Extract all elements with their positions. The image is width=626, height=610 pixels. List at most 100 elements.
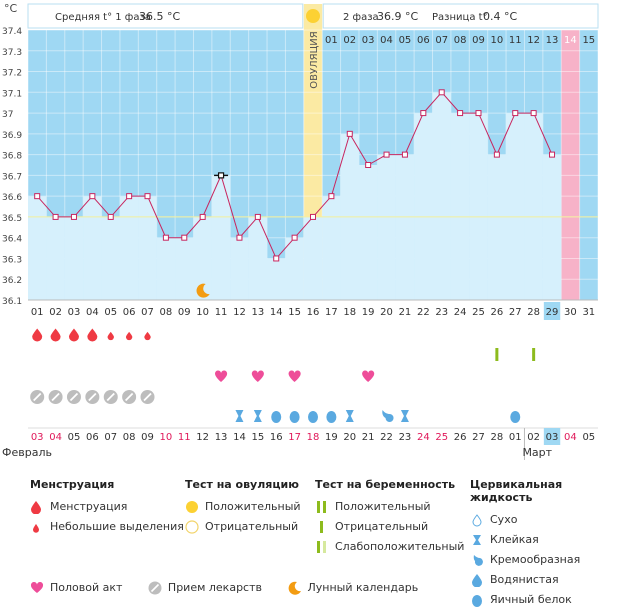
cycle-day-label: 15 — [288, 307, 301, 318]
pill-icon-stroke — [69, 392, 79, 402]
cycle-day-label: 16 — [307, 307, 320, 318]
cycle-day-label: 10 — [196, 307, 209, 318]
phase2-day-label: 09 — [472, 35, 485, 46]
pregnancy-test-icon — [532, 348, 536, 361]
cycle-day-label: 06 — [123, 307, 136, 318]
y-tick-label: 36.3 — [2, 255, 22, 265]
cycle-day-label: 28 — [527, 307, 540, 318]
cycle-day-label: 05 — [104, 307, 117, 318]
calendar-date-label: 04 — [49, 432, 62, 443]
temperature-bar — [138, 196, 157, 300]
cycle-day-label: 31 — [582, 307, 595, 318]
calendar-date-label: 04 — [564, 432, 577, 443]
temperature-point — [52, 213, 59, 220]
legend-cervical-egg: Яичный белок — [470, 590, 626, 610]
temperature-bar — [414, 113, 433, 300]
legend-label: Кремообразная — [490, 553, 581, 566]
legend-menstruation-title: Менструация — [30, 478, 115, 491]
temperature-point — [162, 234, 169, 241]
temperature-bar — [377, 154, 396, 300]
cycle-day-label: 17 — [325, 307, 338, 318]
heart-icon — [288, 370, 301, 382]
phase2-day-label: 04 — [380, 35, 393, 46]
calendar-date-label: 14 — [233, 432, 246, 443]
phase2-day-label: 07 — [435, 35, 448, 46]
legend-label: Водянистая — [490, 573, 559, 586]
menstruation-drop-icon — [68, 328, 79, 342]
heart-icon — [362, 370, 375, 382]
temperature-bar — [487, 154, 507, 300]
pill-icon-stroke — [51, 392, 60, 402]
empty-circle-icon — [185, 520, 199, 534]
drop-icon — [31, 501, 41, 514]
calendar-date-label: 23 — [399, 432, 412, 443]
cycle-day-label: 18 — [343, 307, 356, 318]
egg-white-fluid-icon — [510, 411, 521, 423]
calendar-date-label: 22 — [380, 432, 393, 443]
temperature-bar — [28, 196, 47, 300]
calendar-date-label: 24 — [417, 432, 430, 443]
temperature-point — [181, 234, 188, 241]
temperature-point — [254, 213, 261, 220]
phase1-header-box — [27, 3, 304, 29]
y-tick-label: 36.7 — [2, 172, 22, 182]
temperature-bar — [285, 237, 304, 300]
cycle-day-label: 09 — [178, 307, 191, 318]
calendar-date-label: 03 — [31, 432, 44, 443]
phase2-day-label: 08 — [454, 35, 467, 46]
legend-label: Положительный — [205, 500, 301, 513]
phase2-day-label: 10 — [491, 35, 504, 46]
temperature-point — [34, 193, 41, 200]
y-tick-label: 36.4 — [2, 235, 22, 245]
pill-icon-stroke — [143, 392, 152, 402]
legend-moon: Лунный календарь — [288, 578, 418, 598]
temperature-point — [217, 172, 225, 179]
temperature-bar — [64, 216, 84, 300]
temperature-bar — [211, 175, 231, 300]
calendar-date-label: 25 — [435, 432, 448, 443]
temperature-point — [346, 130, 353, 137]
phase2-day-label: 05 — [399, 35, 412, 46]
calendar-date-label: 05 — [68, 432, 81, 443]
pill-icon-stroke — [106, 392, 115, 402]
legend-pregnancy-negative: Отрицательный — [315, 517, 464, 537]
legend-menstruation-heavy: Менструация — [30, 497, 184, 517]
calendar-date-label: 12 — [196, 432, 209, 443]
legend-cervical-watery: Водянистая — [470, 570, 626, 590]
cycle-day-label: 24 — [454, 307, 467, 318]
cycle-day-label: 13 — [251, 307, 264, 318]
cycle-day-label: 02 — [49, 307, 62, 318]
legend-menstruation: Менструация Менструация Небольшие выделе… — [30, 478, 184, 537]
egg-white-fluid-icon — [326, 411, 337, 423]
sticky-fluid-icon — [345, 410, 354, 422]
legend-ovulation-positive: Положительный — [185, 497, 301, 517]
pregnancy-test-icon — [495, 348, 499, 361]
legend-pills: Прием лекарств — [148, 578, 262, 598]
light-spotting-drop-icon — [107, 331, 114, 341]
egg-white-fluid-icon — [308, 411, 318, 423]
month-right-label: Март — [522, 446, 552, 459]
calendar-date-label: 17 — [288, 432, 301, 443]
y-tick-label: 37.3 — [2, 48, 22, 58]
heart-icon — [215, 370, 228, 382]
cycle-day-label: 25 — [472, 307, 485, 318]
legend-pregnancy-positive: Положительный — [315, 497, 464, 517]
temperature-point — [273, 255, 280, 262]
calendar-date-label: 20 — [343, 432, 356, 443]
phase2-day-label: 06 — [417, 35, 430, 46]
temperature-bar — [119, 196, 139, 300]
phase2-day-label: 14 — [564, 35, 577, 46]
legend-label: Отрицательный — [335, 520, 429, 533]
legend-ovulation-test: Тест на овуляцию Положительный Отрицател… — [185, 478, 301, 537]
temperature-point — [549, 151, 556, 158]
temperature-bar — [267, 258, 286, 300]
cycle-day-label: 23 — [435, 307, 448, 318]
temperature-bar — [303, 216, 323, 300]
temperature-point — [401, 151, 408, 158]
phase1-value: 36.5 °C — [139, 10, 180, 23]
legend-label: Менструация — [50, 500, 128, 513]
temperature-bar — [469, 113, 488, 300]
legend-ovulation-negative: Отрицательный — [185, 517, 301, 537]
phase2-day-label: 11 — [509, 35, 522, 46]
temperature-bar — [542, 154, 562, 300]
